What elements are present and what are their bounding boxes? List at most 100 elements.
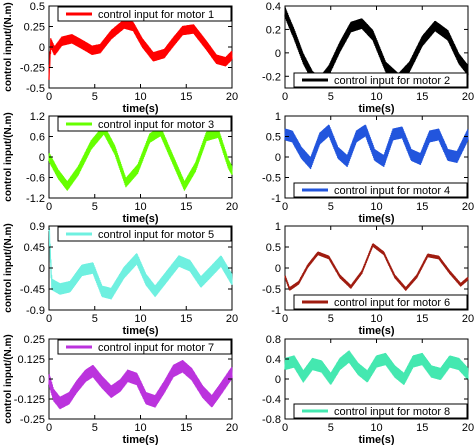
y-tick-label: 0 xyxy=(275,152,281,164)
x-tick-label: 10 xyxy=(134,422,146,434)
y-axis-label: control input/(N.m) xyxy=(3,334,14,423)
x-tick-label: 20 xyxy=(462,201,474,213)
x-tick-label: 10 xyxy=(134,313,146,325)
y-tick-label: 0 xyxy=(39,152,45,164)
x-tick-label: 20 xyxy=(462,422,474,434)
y-axis-label: control input/(N.m) xyxy=(3,223,14,312)
series-line-motor-7 xyxy=(48,359,233,410)
x-tick-label: 20 xyxy=(462,313,474,325)
y-tick-label: -0.4 xyxy=(262,394,281,406)
x-tick-label: 10 xyxy=(370,91,382,103)
x-tick-label: 5 xyxy=(328,91,334,103)
x-tick-label: 0 xyxy=(46,201,52,213)
series-line-motor-4 xyxy=(284,124,469,170)
legend: control input for motor 8 xyxy=(293,403,468,419)
y-tick-label: 0.25 xyxy=(24,22,45,34)
y-tick-label: 0.125 xyxy=(17,354,45,366)
x-tick-label: 10 xyxy=(370,201,382,213)
legend-label: control input for motor 2 xyxy=(334,75,450,87)
series-line-motor-3 xyxy=(48,125,233,191)
x-tick-label: 20 xyxy=(226,313,238,325)
y-tick-label: -0.5 xyxy=(262,173,281,185)
x-tick-label: 20 xyxy=(226,91,238,103)
subplot-motor-5: 0.90.450-0.45-0.90 5 10 15 20time(s)control … xyxy=(3,221,238,337)
x-tick-label: 20 xyxy=(226,422,238,434)
x-axis-label: time(s) xyxy=(358,213,394,225)
y-tick-label: -0.9 xyxy=(26,305,45,317)
x-tick-label: 15 xyxy=(416,313,428,325)
x-tick-label: 15 xyxy=(416,201,428,213)
legend: control input for motor 6 xyxy=(293,294,468,310)
y-tick-label: -0.25 xyxy=(20,414,45,426)
x-tick-label: 5 xyxy=(92,422,98,434)
legend-label: control input for motor 7 xyxy=(98,342,214,354)
y-tick-label: 0.25 xyxy=(24,334,45,346)
legend: control input for motor 2 xyxy=(293,72,468,88)
legend-label: control input for motor 4 xyxy=(334,185,450,197)
subplot-motor-1: 0.50.250-0.25-0.50 5 10 15 20time(s)control … xyxy=(3,1,238,115)
y-tick-label: -1.2 xyxy=(26,193,45,205)
x-tick-label: 15 xyxy=(180,422,192,434)
x-tick-label: 15 xyxy=(180,313,192,325)
y-tick-label: 0.5 xyxy=(30,1,45,13)
x-axis-label: time(s) xyxy=(122,325,158,337)
y-tick-label: -0.5 xyxy=(26,83,45,95)
y-tick-label: -0.8 xyxy=(262,414,281,426)
y-tick-label: -1 xyxy=(271,193,281,205)
series-line-motor-6 xyxy=(284,243,469,291)
y-tick-label: 0.5 xyxy=(266,132,281,144)
x-axis-label: time(s) xyxy=(122,213,158,225)
y-tick-label: 0.2 xyxy=(266,24,281,36)
legend-box xyxy=(57,116,232,132)
x-tick-label: 10 xyxy=(370,422,382,434)
x-tick-label: 15 xyxy=(416,422,428,434)
x-tick-label: 5 xyxy=(328,313,334,325)
legend-box xyxy=(57,6,232,22)
y-axis-label: control input/(N.m) xyxy=(3,112,14,201)
legend-label: control input for motor 8 xyxy=(334,406,450,418)
x-tick-label: 10 xyxy=(370,313,382,325)
y-tick-label: 0 xyxy=(39,374,45,386)
x-tick-label: 5 xyxy=(92,201,98,213)
x-axis-label: time(s) xyxy=(358,325,394,337)
y-tick-label: 0 xyxy=(275,374,281,386)
legend-box xyxy=(57,226,232,242)
legend-box xyxy=(293,294,468,310)
y-tick-label: 0.9 xyxy=(30,221,45,233)
y-tick-label: 0 xyxy=(39,42,45,54)
x-tick-label: 5 xyxy=(328,201,334,213)
y-tick-label: 1 xyxy=(275,221,281,233)
y-tick-label: 1.2 xyxy=(30,111,45,123)
y-tick-label: -0.6 xyxy=(26,173,45,185)
y-tick-label: 0.8 xyxy=(266,334,281,346)
y-tick-label: 0.4 xyxy=(266,1,281,13)
y-tick-label: 0 xyxy=(39,263,45,275)
x-tick-label: 0 xyxy=(282,201,288,213)
y-tick-label: 0.5 xyxy=(266,242,281,254)
x-tick-label: 5 xyxy=(328,422,334,434)
series-line-motor-8 xyxy=(284,350,469,385)
y-tick-label: -0.125 xyxy=(14,394,45,406)
series-line-motor-1 xyxy=(48,19,233,80)
legend-box xyxy=(57,339,232,355)
x-tick-label: 0 xyxy=(282,91,288,103)
x-tick-label: 10 xyxy=(134,201,146,213)
legend: control input for motor 4 xyxy=(293,182,468,198)
y-axis-label: control input/(N.m) xyxy=(3,2,14,91)
y-tick-label: 0 xyxy=(275,263,281,275)
x-axis-label: time(s) xyxy=(122,103,158,115)
y-tick-label: -0.5 xyxy=(262,284,281,296)
x-tick-label: 5 xyxy=(92,91,98,103)
x-tick-label: 15 xyxy=(416,91,428,103)
x-tick-label: 0 xyxy=(46,313,52,325)
y-tick-label: -1 xyxy=(271,305,281,317)
x-tick-label: 15 xyxy=(180,201,192,213)
series-line-motor-5 xyxy=(48,227,233,300)
y-tick-label: 0.6 xyxy=(30,132,45,144)
